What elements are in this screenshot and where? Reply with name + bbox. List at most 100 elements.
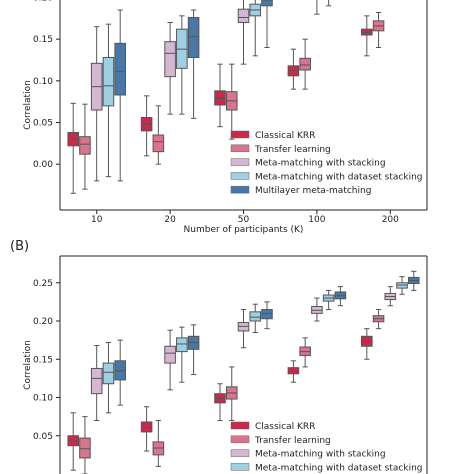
panel-a-box-iqr [114, 42, 126, 96]
panel-b-legend-swatch [230, 449, 250, 457]
panel-a-box-group [114, 9, 126, 182]
panel-b-box-group [176, 326, 188, 383]
panel-b-y-tick-label: 0.10 [33, 394, 53, 404]
panel-b-y-tick-label: 0.05 [33, 432, 53, 442]
panel-b-box-group [187, 324, 200, 376]
panel-a-x-tick-label: 50 [238, 215, 250, 225]
panel-b-box-iqr [90, 367, 103, 395]
panel-b-chart: 0.05 0.10 0.15 0.20 0.25 Correlation Classical… [10, 239, 428, 474]
panel-b-box-group [152, 419, 165, 467]
panel-b-box-iqr [249, 311, 262, 322]
panel-a-x-tick-label: 10 [91, 215, 103, 225]
panel-a-box-group [299, 38, 311, 90]
panel-a-legend-entry: Meta-matching with dataset stacking [255, 172, 423, 182]
panel-a-legend-swatch [230, 158, 250, 166]
panel-b-box-iqr [164, 345, 176, 364]
panel-b-box-group [384, 286, 397, 307]
panel-a-y-axis-label: Correlation [23, 80, 33, 130]
panel-b-legend-swatch [230, 421, 250, 430]
panel-b-box-group [214, 383, 226, 421]
panel-a-box-group [79, 103, 91, 190]
panel-b-box-group [396, 276, 408, 295]
panel-a-legend-entry: Classical KRR [255, 131, 315, 141]
panel-a-y-tick-label: 0.05 [33, 119, 53, 129]
panel-a-box-group [176, 15, 188, 115]
panel-a-box-group [326, 0, 332, 7]
panel-b-box-group [372, 309, 385, 330]
panel-a-box-group [214, 63, 226, 128]
panel-b-legend-swatch [230, 463, 250, 471]
panel-b-box-group [90, 344, 103, 421]
panel-a-box-iqr [79, 136, 91, 155]
panel-a-legend-entry: Meta-matching with stacking [255, 159, 386, 169]
panel-a-x-tick-label: 100 [308, 215, 325, 225]
panel-b-box-group [114, 339, 126, 406]
panel-a-y-tick-label: 0.20 [33, 0, 53, 4]
panel-a-legend-entry: Multilayer meta-matching [255, 186, 371, 196]
panel-b-box-group [102, 341, 115, 414]
panel-a-legend-swatch [230, 130, 250, 139]
panel-a-box-group [164, 22, 176, 115]
panel-b-y-tick-label: 0.20 [33, 317, 53, 327]
panel-b-legend-entry: Transfer learning [254, 436, 331, 446]
panel-a-box-group [249, 0, 262, 57]
panel-b-label: (B) [10, 239, 29, 254]
panel-a-y-tick-label: 0.15 [33, 35, 53, 45]
panel-b-box-group [261, 301, 273, 330]
panel-b-legend-entry: Meta-matching with stacking [255, 450, 386, 460]
panel-b-box-group [311, 297, 323, 322]
panel-a-box-group [102, 23, 115, 178]
panel-a-legend-swatch [230, 144, 250, 153]
panel-b-box-group [408, 270, 420, 291]
panel-b-legend-entry: Meta-matching with dataset stacking [255, 463, 423, 473]
panel-a-y-tick-label: 0.00 [33, 160, 53, 170]
panel-b-box-iqr [102, 362, 115, 385]
panel-b-box-iqr [287, 367, 300, 375]
panel-a-x-tick-label: 200 [382, 215, 399, 225]
panel-a-box-group [67, 102, 79, 194]
panel-a-chart: 0.00 0.05 0.10 0.15 0.20 Correlation 10 20 50 100… [23, 0, 428, 235]
panel-a-box-group [237, 0, 250, 65]
panel-a-box-iqr [152, 134, 165, 153]
panel-a-box-group [225, 63, 238, 140]
panel-a-box-group [90, 26, 103, 182]
panel-a-box-group [261, 0, 273, 48]
panel-a-box-group [361, 15, 373, 57]
panel-a-box-group [152, 105, 165, 165]
panel-b-box-iqr [176, 337, 188, 353]
panel-a-box-iqr [187, 17, 200, 58]
panel-a-legend-entry: Transfer learning [254, 145, 331, 155]
panel-b-box-iqr [79, 437, 91, 459]
panel-b-box-group [361, 328, 373, 360]
panel-b-box-group [164, 329, 176, 391]
panel-b-box-group [237, 309, 250, 349]
panel-b-box-group [225, 366, 238, 421]
panel-a-legend-swatch [230, 185, 250, 194]
panel-a-x-axis-label: Number of participants (K) [184, 225, 304, 235]
panel-a-legend-swatch [230, 172, 250, 180]
panel-b-box-iqr [261, 309, 273, 320]
panel-b-legend-entry: Classical KRR [255, 422, 315, 432]
panel-a-box-iqr [299, 57, 311, 71]
panel-a-box-iqr [164, 41, 176, 78]
panel-b-box-group [79, 416, 91, 474]
panel-a-box-iqr [102, 57, 115, 107]
panel-b-legend-swatch [230, 435, 250, 444]
panel-a-x-tick-label: 20 [164, 215, 176, 225]
panel-a-box-group [372, 12, 385, 48]
panel-b-box-group [334, 286, 347, 307]
panel-b-box-group [140, 406, 153, 452]
panel-a-box-group [314, 0, 320, 15]
panel-a-box-group [140, 95, 153, 157]
panel-b-box-group [249, 303, 262, 333]
panel-b-box-group [299, 337, 311, 368]
panel-b-y-axis-label: Correlation [23, 340, 33, 390]
panel-b-box-group [287, 360, 300, 383]
panel-a-box-group [287, 48, 300, 90]
panel-b-box-group [322, 289, 335, 311]
panel-a-y-tick-label: 0.10 [33, 77, 53, 87]
panel-a-box-group [187, 9, 200, 119]
panel-a-box-iqr [261, 0, 273, 7]
panel-b-y-tick-label: 0.15 [33, 355, 53, 365]
